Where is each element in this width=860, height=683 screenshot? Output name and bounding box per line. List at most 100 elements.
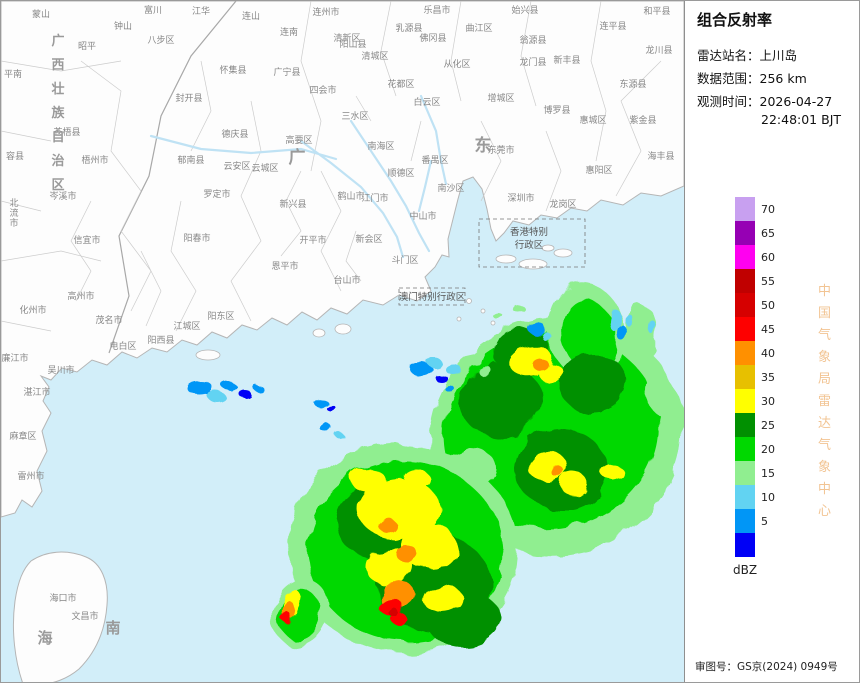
radar-echo-cell (510, 302, 522, 310)
region-label: 广 (289, 147, 306, 168)
region-label: 南 (105, 619, 120, 637)
radar-echo-cell (646, 369, 672, 413)
radar-echo-cell (443, 384, 453, 390)
map-label: 阳东区 (207, 310, 234, 322)
radar-map-area: 蒙山 昭平 钟山 富川 江华 八步区 连山 连南 连州市 阳山县 乳源县 乐昌市 曲江区 始兴县 翁源县 新丰… (1, 1, 685, 682)
watermark-char: 气 (818, 438, 832, 453)
legend-step: 20 (735, 437, 783, 461)
legend-color-swatch (735, 509, 755, 533)
map-label: 新丰县 (553, 54, 580, 66)
legend-color-swatch (735, 317, 755, 341)
map-label: 容县 (6, 150, 24, 162)
info-panel: 组合反射率 雷达站名：上川岛 数据范围：256 km 观测时间：2026-04-… (684, 1, 859, 682)
map-label: 深圳市 (507, 192, 534, 204)
legend-step: 30 (735, 389, 783, 413)
radar-echo-cell (388, 608, 398, 616)
map-label: 云安区 (223, 160, 250, 172)
map-label: 斗门区 (391, 254, 418, 266)
legend-step: 65 (735, 221, 783, 245)
station-value: 上川岛 (759, 48, 798, 63)
province-boundary-line (108, 1, 237, 354)
legend-color-swatch (735, 245, 755, 269)
watermark-char: 中 (818, 284, 832, 299)
time-clock-value: 22:48:01 BJT (761, 112, 842, 127)
map-label: 顺德区 (387, 167, 414, 179)
map-label: 蒙山 (32, 8, 50, 20)
range-value: 256 km (759, 71, 807, 86)
map-label: 清新区 (333, 32, 360, 44)
legend-color-swatch (735, 293, 755, 317)
legend-step: 5 (735, 509, 783, 533)
legend-value-label: 65 (761, 226, 775, 240)
map-label: 雷州市 (17, 470, 44, 482)
legend-value-label: 55 (761, 274, 775, 288)
legend-step: 25 (735, 413, 783, 437)
map-label: 高要区 (285, 134, 312, 146)
map-label: 德庆县 (221, 128, 248, 140)
map-label: 湛江市 (23, 386, 50, 398)
radar-echo-cell (533, 359, 549, 371)
hainan-island (12, 551, 108, 682)
legend-value-label: 40 (761, 346, 775, 360)
map-label: 连州市 (312, 6, 339, 18)
map-label: 佛冈县 (419, 32, 446, 44)
watermark-char: 气 (818, 328, 832, 343)
guangxi-province-label-char: 区 (51, 178, 64, 193)
guangxi-province-label-char: 族 (51, 105, 65, 121)
map-label: 文昌市 (71, 610, 98, 622)
legend-value-label: 60 (761, 250, 775, 264)
map-label: 海丰县 (647, 150, 674, 162)
legend-step: 45 (735, 317, 783, 341)
radar-echo-cell (528, 323, 546, 335)
legend-value-label: 25 (761, 418, 775, 432)
agency-watermark: 中国气象局雷达气象中心 (818, 281, 831, 523)
map-label: 八步区 (147, 35, 174, 46)
legend-step: 55 (735, 269, 783, 293)
map-label-vertical: 北流市 (9, 198, 18, 229)
legend-step: 40 (735, 341, 783, 365)
legend-color-swatch (735, 197, 755, 221)
map-label: 四会市 (309, 84, 336, 96)
map-label: 廉江市 (1, 352, 28, 364)
legend-scale: 70 65 60 55 50 45 40 35 30 25 20 15 10 5 (735, 197, 783, 557)
product-title: 组合反射率 (697, 11, 773, 29)
legend-step: 70 (735, 197, 783, 221)
watermark-char: 心 (818, 504, 832, 519)
legend-step: 60 (735, 245, 783, 269)
radar-echo-cell (493, 313, 503, 319)
legend-value-label: 10 (761, 490, 775, 504)
map-label: 台山市 (333, 274, 360, 286)
map-label: 梧州市 (81, 154, 108, 166)
watermark-char: 达 (818, 416, 832, 431)
map-label: 封开县 (175, 92, 202, 104)
map-label: 苍梧县 (53, 126, 80, 138)
map-label: 南沙区 (437, 182, 464, 194)
map-label: 麻章区 (9, 430, 36, 442)
legend-color-swatch (735, 461, 755, 485)
radar-echo-cell (617, 325, 627, 341)
guangxi-province-label-char: 治 (51, 153, 64, 169)
map-label: 始兴县 (511, 4, 538, 16)
map-label: 岑溪市 (49, 190, 76, 202)
map-label: 南海区 (367, 140, 394, 152)
radar-echo-cell (459, 365, 543, 437)
radar-echo-cell (208, 392, 226, 402)
map-label: 高州市 (67, 290, 94, 302)
map-label: 吴川市 (47, 364, 74, 376)
legend-value-label: 30 (761, 394, 775, 408)
radar-echo-cell (410, 362, 432, 376)
radar-echo-cell (378, 518, 396, 532)
radar-echo-cell (254, 386, 264, 392)
station-label: 雷达站名： (697, 48, 760, 63)
legend-color-swatch (735, 485, 755, 509)
radar-echo-cell (239, 390, 251, 398)
map-label: 阳山县 (339, 39, 366, 50)
map-label: 东莞市 (487, 144, 514, 156)
hongkong-boundary-box (478, 218, 586, 268)
guangxi-province-label-char: 自 (51, 129, 64, 145)
radar-echo-layer (188, 283, 684, 654)
radar-echo-cell (391, 613, 407, 625)
radar-echo-cell (445, 364, 461, 374)
